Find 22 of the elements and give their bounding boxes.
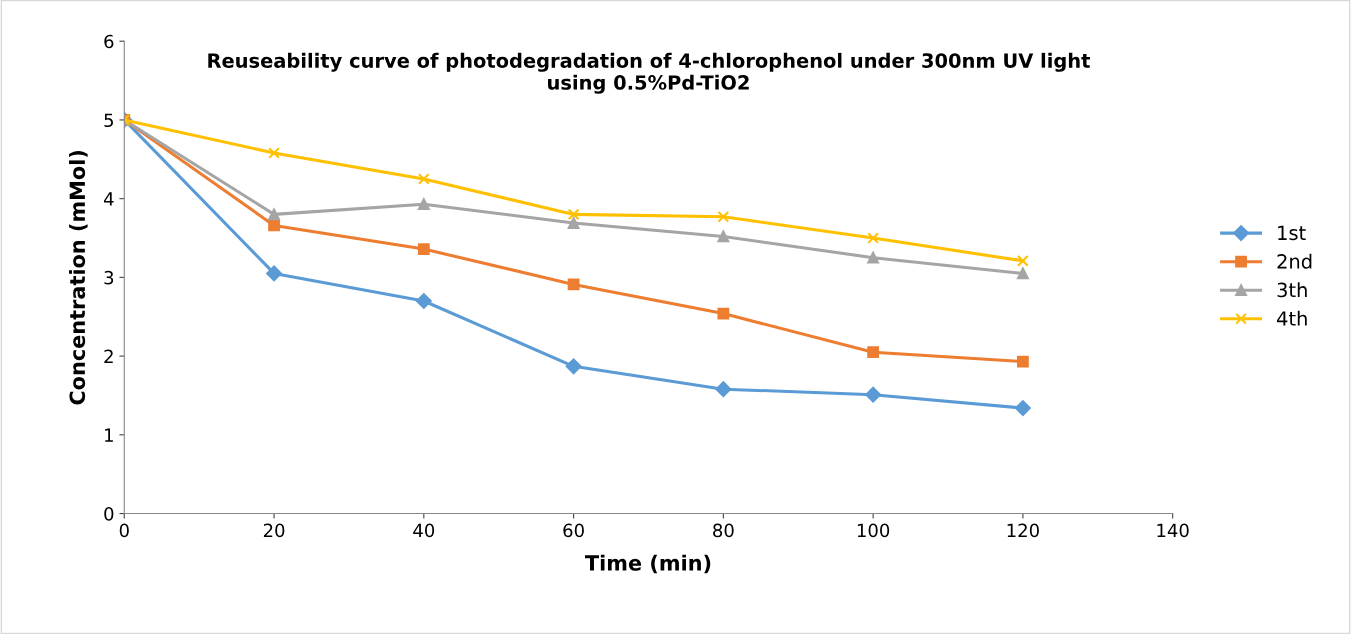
x-tick-label: 100: [857, 523, 890, 538]
x-tick-label: 140: [1157, 523, 1189, 538]
y-tick-label: 0: [104, 507, 114, 521]
y-tick-label: 1: [105, 428, 113, 442]
x-tick-label: 0: [119, 523, 129, 538]
x-axis-title: Time (min): [585, 554, 711, 574]
legend-label: 3th: [1277, 282, 1307, 298]
legend-label: 1st: [1278, 225, 1306, 241]
x-tick-label: 120: [1007, 523, 1039, 538]
y-tick-label: 4: [103, 192, 114, 206]
y-axis-title: Concentration (mMol): [69, 150, 88, 405]
text: Reuseability curve of photodegradation of 4-chlorophenol under 300nm UV light using 0.5%Pd-TiO2: [208, 52, 1090, 94]
y-tick-label: 6: [104, 34, 114, 49]
y-tick-label: 3: [104, 270, 114, 285]
legend-label: 4th: [1277, 310, 1307, 326]
x-tick-label: 40: [413, 523, 435, 538]
legend-label: 2nd: [1277, 253, 1312, 269]
y-tick-label: 2: [104, 349, 113, 363]
x-tick-label: 20: [263, 523, 285, 538]
y-tick-label: 5: [104, 113, 113, 128]
x-tick-label: 80: [713, 523, 734, 538]
x-tick-label: 60: [563, 523, 584, 538]
